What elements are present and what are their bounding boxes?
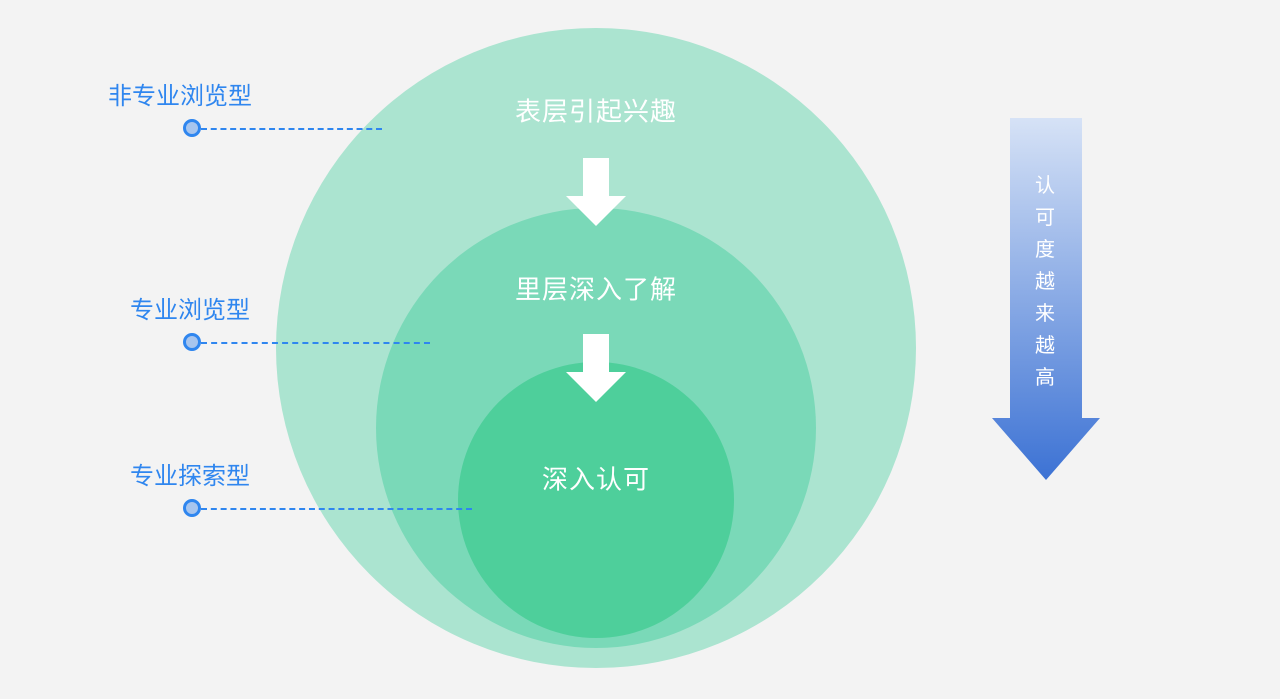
annotation-connector — [201, 128, 382, 130]
annotation-dot-icon — [183, 333, 201, 351]
inner-circle — [458, 362, 734, 638]
annotation-label-pro-browse: 专业浏览型 — [130, 290, 250, 325]
annotation-dot-icon — [183, 499, 201, 517]
annotation-connector — [201, 342, 430, 344]
middle-circle-label: 里层深入了解 — [515, 270, 677, 307]
annotation-dot-icon — [183, 119, 201, 137]
diagram-stage: 表层引起兴趣 里层深入了解 深入认可 非专业浏览型 专业浏览型 专业探索型 认 … — [0, 0, 1280, 699]
down-arrow-icon — [566, 158, 626, 226]
down-arrow-icon — [566, 334, 626, 402]
annotation-label-pro-explore: 专业探索型 — [130, 456, 250, 491]
annotation-connector — [201, 508, 472, 510]
inner-circle-label: 深入认可 — [542, 460, 650, 497]
recognition-arrow-label: 认 可 度 越 来 越 高 — [1035, 170, 1057, 394]
outer-circle-label: 表层引起兴趣 — [515, 92, 677, 129]
annotation-label-nonpro-browse: 非专业浏览型 — [108, 76, 252, 111]
